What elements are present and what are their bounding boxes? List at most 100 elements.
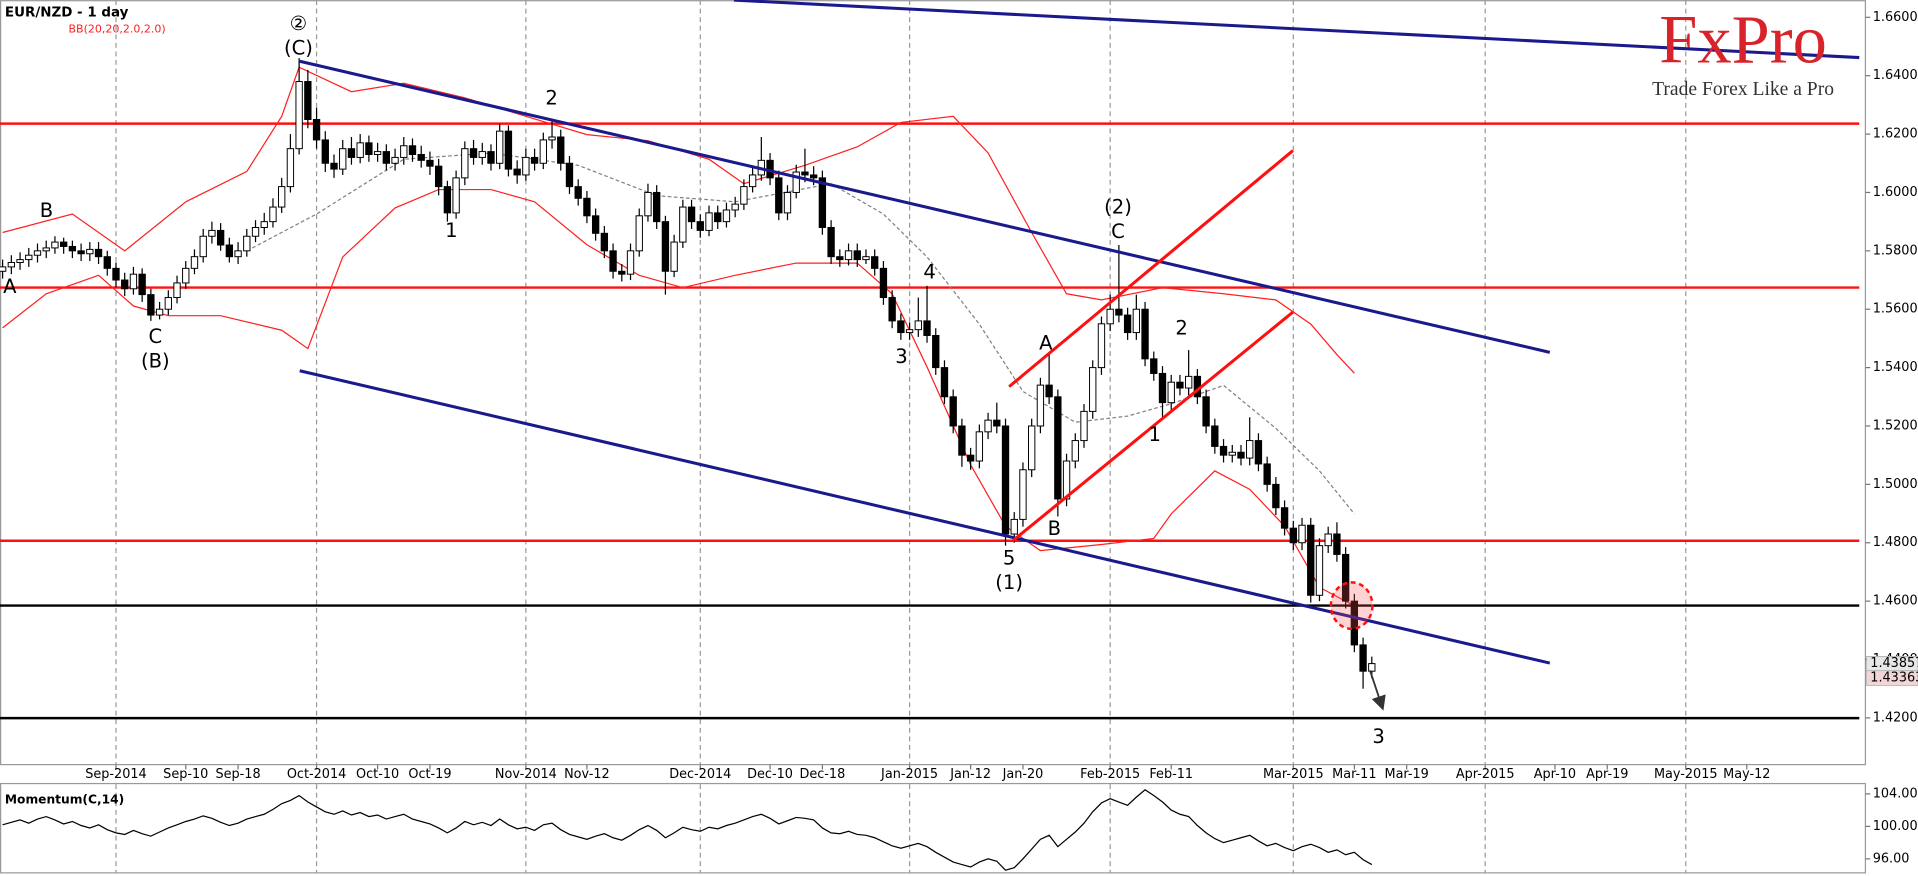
x-tick-label: Mar-2015 xyxy=(1263,767,1324,782)
x-tick-label: Sep-18 xyxy=(216,767,261,782)
candle-body xyxy=(513,168,521,176)
trendline xyxy=(299,59,1551,354)
wave-label: A xyxy=(3,275,17,298)
x-tick-label: Oct-10 xyxy=(356,767,399,782)
x-tick-label: Dec-10 xyxy=(747,767,793,782)
candle-body xyxy=(173,282,181,299)
candle-body xyxy=(269,206,277,223)
candle-body xyxy=(984,419,992,433)
candle-body xyxy=(1228,451,1236,456)
x-tick-label: Nov-2014 xyxy=(495,767,557,782)
candle-body xyxy=(225,244,234,258)
wave-label: 4 xyxy=(923,260,935,283)
wave-label: 3 xyxy=(1372,725,1384,748)
y-tick-label: 1.58000 xyxy=(1873,243,1918,258)
candle-body xyxy=(714,212,722,223)
candle-body xyxy=(583,197,591,217)
candle-body xyxy=(879,267,888,299)
candle-body xyxy=(966,454,975,462)
candle-body xyxy=(1097,323,1106,369)
candle-body xyxy=(426,159,434,167)
candle-body xyxy=(670,241,678,272)
candle-body xyxy=(112,267,120,281)
candle-body xyxy=(565,162,574,188)
wave-label: ② xyxy=(290,12,308,35)
candle-body xyxy=(1246,440,1254,459)
candle-body xyxy=(1333,533,1341,555)
candle-body xyxy=(77,250,85,255)
candle-body xyxy=(1019,469,1027,520)
candle-body xyxy=(618,270,626,275)
candle-body xyxy=(836,256,844,261)
candle-body xyxy=(722,209,731,223)
candle-body xyxy=(434,165,443,188)
logo: FxPro xyxy=(1659,1,1827,77)
candle-body xyxy=(888,297,896,322)
candle-body xyxy=(687,206,696,223)
candle-body xyxy=(0,266,7,272)
candle-body xyxy=(1176,381,1184,389)
candle-body xyxy=(286,148,295,188)
price-marker xyxy=(1866,670,1918,686)
candle-body xyxy=(1036,384,1045,427)
candle-body xyxy=(94,248,103,258)
chart-title: EUR/NZD - 1 day xyxy=(5,5,129,20)
indicator-label: BB(20,20,2.0,2.0) xyxy=(69,22,166,35)
candle-body xyxy=(1132,308,1141,334)
candle-body xyxy=(557,136,565,164)
labels: Sep-2014 Sep-10 Sep-18 Oct-2014 Oct-10 Oct-19… xyxy=(3,10,1918,867)
candle-body xyxy=(138,273,146,296)
candle-body xyxy=(373,151,382,155)
candle-body xyxy=(504,130,513,170)
candle-body xyxy=(33,250,42,256)
highlight-circle xyxy=(1329,581,1374,631)
price-panel xyxy=(0,0,1867,766)
wave-label: 1 xyxy=(445,219,457,242)
x-tick-label: Feb-2015 xyxy=(1080,767,1140,782)
candle-body xyxy=(365,142,373,155)
candle-body xyxy=(932,335,940,369)
candle-body xyxy=(975,431,984,462)
candle-body xyxy=(487,151,495,164)
candle-body xyxy=(914,320,922,331)
candle-body xyxy=(609,250,617,272)
series xyxy=(0,58,1376,689)
x-tick-label: Oct-19 xyxy=(408,767,451,782)
x-tick-label: Apr-19 xyxy=(1586,767,1628,782)
candle-body xyxy=(792,171,800,193)
candle-body xyxy=(679,206,687,243)
trendline xyxy=(1008,149,1294,388)
x-tick-label: Sep-10 xyxy=(163,767,208,782)
candle-body xyxy=(86,248,94,255)
candle-body xyxy=(1202,396,1210,427)
wave-label: (1) xyxy=(995,571,1023,594)
y-tick-label: 1.60000 xyxy=(1873,185,1918,200)
wave-label: B xyxy=(1048,517,1061,540)
wave-label: A xyxy=(1039,331,1053,354)
candle-body xyxy=(827,226,835,258)
x-tick-label: Oct-2014 xyxy=(287,767,346,782)
candle-body xyxy=(1324,533,1332,547)
candle-body xyxy=(461,148,469,179)
candle-body xyxy=(1089,367,1097,412)
candle-body xyxy=(234,250,242,258)
candle-body xyxy=(199,235,207,258)
levels xyxy=(0,122,1860,720)
candle-body xyxy=(1106,308,1114,325)
candle-body xyxy=(208,229,216,237)
x-tick-label: Dec-2014 xyxy=(669,767,731,782)
candle-body xyxy=(1062,460,1071,500)
candle-body xyxy=(1028,425,1036,471)
candle-body xyxy=(452,177,460,214)
candle-body xyxy=(661,221,670,272)
x-tick-label: Dec-18 xyxy=(799,767,845,782)
candle-body xyxy=(356,142,364,158)
x-tick-label: Apr-2015 xyxy=(1456,767,1515,782)
candle-body xyxy=(1263,463,1271,485)
x-tick-label: Mar-11 xyxy=(1332,767,1376,782)
candle-body xyxy=(443,186,452,214)
candle-body xyxy=(775,177,783,214)
candle-body xyxy=(635,215,643,252)
candle-body xyxy=(748,174,757,188)
